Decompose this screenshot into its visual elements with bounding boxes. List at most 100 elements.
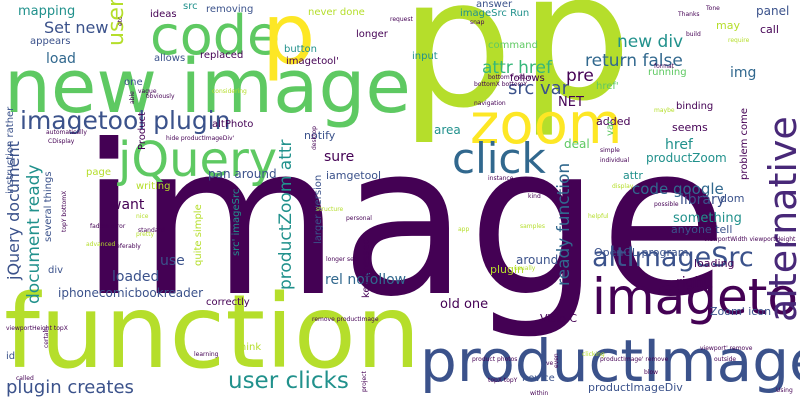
cloud-word: viewportHeight topX xyxy=(6,325,68,332)
cloud-word: p xyxy=(520,0,632,140)
cloud-word: mapping xyxy=(18,4,76,19)
cloud-word: loaded xyxy=(112,269,160,285)
cloud-word: load xyxy=(46,51,76,67)
cloud-word: src var xyxy=(508,78,570,99)
cloud-word: attr xyxy=(623,169,643,182)
cloud-word: Using xyxy=(776,387,793,394)
cloud-word: format xyxy=(654,63,675,70)
cloud-word: viewport' remove xyxy=(700,345,753,352)
cloud-word: problem come xyxy=(739,107,750,180)
cloud-word: plugin creates xyxy=(6,377,134,398)
cloud-word: Set new xyxy=(44,18,109,37)
cloud-word: structure xyxy=(316,206,344,213)
cloud-word: altPhoto xyxy=(212,119,254,130)
cloud-word: kind xyxy=(528,193,541,200)
cloud-word: jQuery xyxy=(118,132,278,188)
cloud-word: standard xyxy=(138,227,165,234)
cloud-word: personal xyxy=(346,215,372,222)
cloud-word: considering xyxy=(212,88,247,95)
cloud-word: Zoom' icon xyxy=(710,305,772,318)
cloud-word: replaced xyxy=(200,50,244,61)
cloud-word: learning xyxy=(194,351,219,358)
cloud-word: project xyxy=(361,371,368,392)
cloud-word: preferably xyxy=(110,243,141,250)
cloud-word: code xyxy=(150,4,281,67)
cloud-word: call xyxy=(760,23,779,36)
cloud-word: usually xyxy=(514,265,536,272)
cloud-word: instruction rather xyxy=(5,106,16,194)
cloud-word: ideas xyxy=(150,9,177,20)
cloud-word: removing xyxy=(206,4,254,15)
cloud-word: bottomY return xyxy=(488,74,534,81)
cloud-word: automatically xyxy=(46,129,87,136)
cloud-word: zoom xyxy=(470,92,623,157)
cloud-word: image xyxy=(80,101,728,343)
cloud-word: binding xyxy=(676,101,714,112)
cloud-word: vague xyxy=(138,88,157,95)
cloud-word: appears xyxy=(30,36,71,47)
cloud-word: display xyxy=(612,183,634,190)
cloud-word: function xyxy=(4,273,421,392)
cloud-word: dom xyxy=(720,192,745,205)
cloud-word: outside xyxy=(714,356,737,363)
cloud-word: div xyxy=(48,265,64,276)
cloud-word: deal xyxy=(564,137,590,151)
cloud-word: ready function xyxy=(554,162,574,286)
cloud-word: iamgetool xyxy=(326,169,382,182)
cloud-word: area xyxy=(434,123,461,137)
cloud-word: running xyxy=(648,67,687,78)
cloud-word: pan around xyxy=(208,167,277,181)
cloud-word: imagetool plugin xyxy=(20,106,231,135)
cloud-word: novice xyxy=(522,373,555,384)
cloud-word: correctly xyxy=(206,297,250,308)
cloud-word: remove productImage xyxy=(312,316,379,323)
cloud-word: Thanks xyxy=(678,11,700,18)
cloud-word: clicking xyxy=(582,351,605,358)
cloud-word: document ready xyxy=(24,164,44,304)
cloud-word: one xyxy=(124,77,143,88)
cloud-word: build xyxy=(686,31,701,38)
cloud-word: etc xyxy=(117,16,124,26)
cloud-word: within xyxy=(530,390,549,397)
cloud-word: OpenGL program xyxy=(594,246,689,259)
cloud-word: right xyxy=(676,275,709,291)
cloud-word: want xyxy=(110,197,145,213)
cloud-word: pre xyxy=(566,66,594,86)
cloud-word: rel nofollow xyxy=(325,272,407,288)
cloud-word: return false xyxy=(585,51,683,71)
cloud-word: src' imageSrc xyxy=(231,188,242,256)
cloud-word: possible xyxy=(654,201,679,208)
cloud-word: comics xyxy=(520,330,541,337)
cloud-word: notify xyxy=(304,129,336,142)
cloud-word: productZoom xyxy=(646,151,727,165)
cloud-word: certain xyxy=(43,327,50,348)
cloud-word: use xyxy=(160,253,185,269)
cloud-word: pretty xyxy=(136,231,155,238)
cloud-word: topX topY xyxy=(488,377,518,384)
cloud-word: panel xyxy=(756,4,790,18)
cloud-word: advanced xyxy=(86,241,116,248)
cloud-word: instance xyxy=(488,175,514,182)
cloud-word: img xyxy=(730,65,757,81)
cloud-word: product photos xyxy=(472,356,518,363)
cloud-word: plugin xyxy=(490,263,525,276)
cloud-word: productImageDiv xyxy=(588,381,683,394)
cloud-word: writing xyxy=(136,181,171,192)
cloud-word: even xyxy=(553,353,560,368)
cloud-word: able xyxy=(129,91,136,104)
cloud-word: code google xyxy=(632,180,724,198)
cloud-word: seems xyxy=(672,121,708,134)
cloud-word: added xyxy=(596,115,631,128)
cloud-word: href xyxy=(665,137,693,153)
cloud-word: desktop xyxy=(311,126,318,150)
cloud-word: snap xyxy=(470,19,485,26)
cloud-word: sure xyxy=(324,149,355,165)
cloud-word: something xyxy=(673,211,742,226)
cloud-word: p xyxy=(262,0,316,83)
cloud-word: alternative xyxy=(761,116,800,322)
cloud-word: app xyxy=(458,226,470,233)
cloud-word: follows xyxy=(510,73,545,84)
cloud-word: p xyxy=(400,0,513,147)
cloud-word: allows xyxy=(154,53,186,64)
